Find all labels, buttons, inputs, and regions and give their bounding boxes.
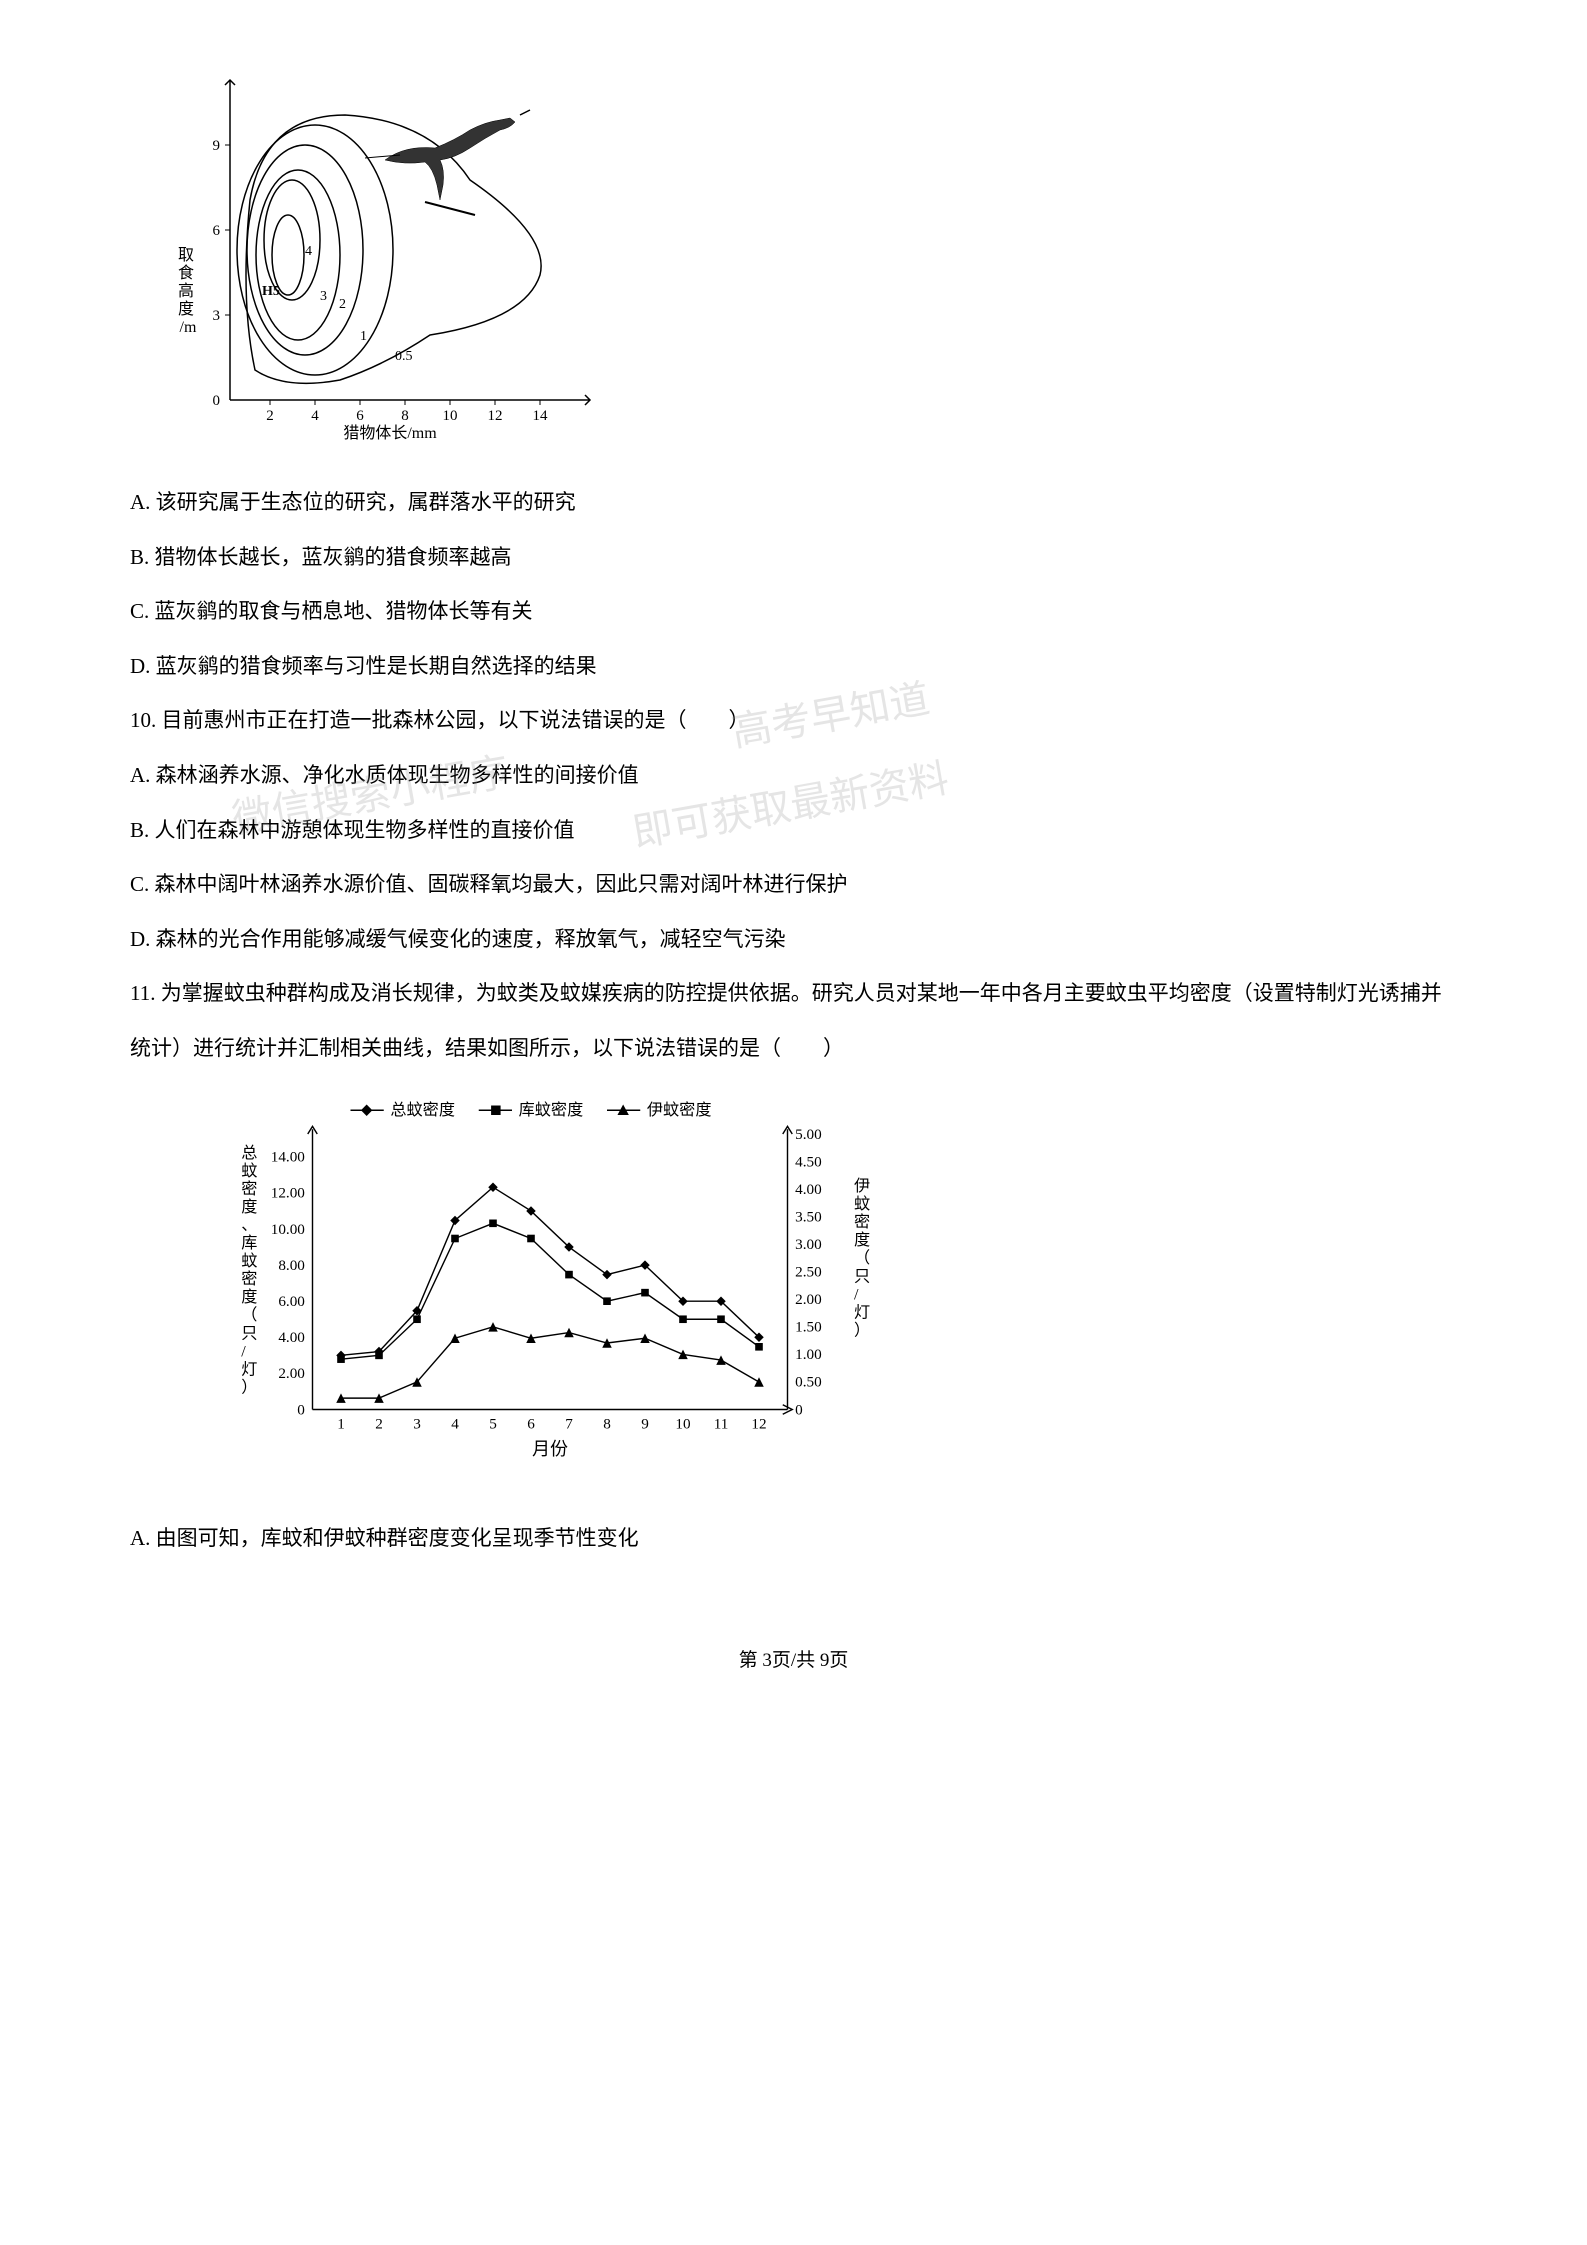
svg-text:H5: H5 xyxy=(262,284,280,299)
svg-text:4.50: 4.50 xyxy=(795,1153,822,1170)
svg-text:14.00: 14.00 xyxy=(271,1148,306,1165)
svg-text:6: 6 xyxy=(356,408,364,424)
svg-text:10.00: 10.00 xyxy=(271,1220,306,1237)
svg-text:6: 6 xyxy=(213,223,221,239)
svg-text:8.00: 8.00 xyxy=(278,1256,305,1273)
svg-text:6.00: 6.00 xyxy=(278,1292,305,1309)
svg-text:8: 8 xyxy=(401,408,409,424)
q10-option-c: C. 森林中阔叶林涵养水源价值、固碳释氧均最大，因此只需对阔叶林进行保护 xyxy=(130,857,1457,912)
page-footer: 第 3页/共 9页 xyxy=(130,1645,1457,1672)
chart2-xlabel: 月份 xyxy=(532,1439,568,1459)
svg-text:10: 10 xyxy=(443,408,458,424)
chart1-ylabel: 取 食 高 度 /m xyxy=(178,247,198,336)
total-markers xyxy=(336,1182,764,1360)
q9-option-a: A. 该研究属于生态位的研究，属群落水平的研究 xyxy=(130,475,1457,530)
svg-text:3.00: 3.00 xyxy=(795,1235,822,1252)
svg-text:4: 4 xyxy=(451,1415,459,1432)
svg-text:4: 4 xyxy=(305,244,312,259)
svg-text:5: 5 xyxy=(489,1415,497,1432)
q9-option-b: B. 猎物体长越长，蓝灰鹟的猎食频率越高 xyxy=(130,530,1457,585)
svg-text:3: 3 xyxy=(320,289,327,304)
svg-text:12: 12 xyxy=(488,408,503,424)
svg-text:0.50: 0.50 xyxy=(795,1373,822,1390)
q10-option-d: D. 森林的光合作用能够减缓气候变化的速度，释放氧气，减轻空气污染 xyxy=(130,912,1457,967)
q9-option-d: D. 蓝灰鹟的猎食频率与习性是长期自然选择的结果 xyxy=(130,639,1457,694)
svg-text:库蚊密度: 库蚊密度 xyxy=(519,1101,584,1119)
chart2-ylabel-right: 伊蚊密度（只/灯） xyxy=(854,1177,870,1339)
svg-text:3: 3 xyxy=(413,1415,421,1432)
svg-text:2: 2 xyxy=(266,408,274,424)
x-ticks: 2 4 6 8 10 12 14 xyxy=(266,400,548,424)
svg-text:1: 1 xyxy=(337,1415,345,1432)
svg-text:1.00: 1.00 xyxy=(795,1346,822,1363)
ku-line xyxy=(341,1223,759,1359)
svg-text:2.50: 2.50 xyxy=(795,1263,822,1280)
svg-text:2: 2 xyxy=(375,1415,383,1432)
svg-text:9: 9 xyxy=(641,1415,649,1432)
contour-chart: 2 4 6 8 10 12 14 0 3 6 9 猎物体长/mm 取 xyxy=(170,60,610,440)
chart2-ylabel-left: 总蚊密度、库蚊密度（只/灯） xyxy=(241,1143,257,1396)
svg-text:3.50: 3.50 xyxy=(795,1208,822,1225)
svg-text:4.00: 4.00 xyxy=(278,1329,305,1346)
svg-text:1: 1 xyxy=(360,329,367,344)
chart1-container: 2 4 6 8 10 12 14 0 3 6 9 猎物体长/mm 取 xyxy=(170,60,1457,445)
svg-text:伊蚊密度: 伊蚊密度 xyxy=(647,1101,712,1119)
q11-stem: 11. 为掌握蚊虫种群构成及消长规律，为蚊类及蚊媒疾病的防控提供依据。研究人员对… xyxy=(130,966,1457,1075)
chart2-container: 总蚊密度 库蚊密度 伊蚊密度 0 2.00 4.00 6.00 8.00 10.… xyxy=(210,1096,1457,1481)
svg-text:2: 2 xyxy=(339,297,346,312)
svg-text:7: 7 xyxy=(565,1415,573,1432)
chart2-legend: 总蚊密度 库蚊密度 伊蚊密度 xyxy=(351,1101,712,1119)
svg-text:6: 6 xyxy=(527,1415,535,1432)
svg-text:14: 14 xyxy=(533,408,549,424)
svg-text:8: 8 xyxy=(603,1415,611,1432)
y-ticks: 0 3 6 9 xyxy=(213,138,231,409)
q9-option-c: C. 蓝灰鹟的取食与栖息地、猎物体长等有关 xyxy=(130,584,1457,639)
svg-text:0.5: 0.5 xyxy=(395,349,413,364)
svg-text:2.00: 2.00 xyxy=(795,1291,822,1308)
q11-option-a: A. 由图可知，库蚊和伊蚊种群密度变化呈现季节性变化 xyxy=(130,1511,1457,1566)
svg-text:0: 0 xyxy=(297,1401,305,1418)
chart1-xlabel: 猎物体长/mm xyxy=(343,424,437,440)
q10-option-b: B. 人们在森林中游憩体现生物多样性的直接价值 xyxy=(130,803,1457,858)
svg-text:0: 0 xyxy=(795,1401,803,1418)
svg-text:0: 0 xyxy=(213,393,221,409)
bird-icon xyxy=(365,110,530,215)
svg-text:4: 4 xyxy=(311,408,319,424)
svg-text:2.00: 2.00 xyxy=(278,1365,305,1382)
svg-text:总蚊密度: 总蚊密度 xyxy=(390,1101,455,1119)
total-line xyxy=(341,1187,759,1355)
svg-text:1.50: 1.50 xyxy=(795,1318,822,1335)
svg-text:11: 11 xyxy=(714,1415,729,1432)
svg-text:10: 10 xyxy=(675,1415,691,1432)
q10-option-a: A. 森林涵养水源、净化水质体现生物多样性的间接价值 xyxy=(130,748,1457,803)
svg-text:5.00: 5.00 xyxy=(795,1125,822,1142)
svg-text:12: 12 xyxy=(751,1415,766,1432)
svg-text:12.00: 12.00 xyxy=(271,1184,306,1201)
mosquito-chart: 总蚊密度 库蚊密度 伊蚊密度 0 2.00 4.00 6.00 8.00 10.… xyxy=(210,1096,890,1476)
yi-line xyxy=(341,1326,759,1397)
svg-text:3: 3 xyxy=(213,308,221,324)
q10-stem: 10. 目前惠州市正在打造一批森林公园，以下说法错误的是（ ） xyxy=(130,693,1457,748)
ku-markers xyxy=(337,1219,763,1362)
svg-text:4.00: 4.00 xyxy=(795,1180,822,1197)
svg-text:9: 9 xyxy=(213,138,221,154)
